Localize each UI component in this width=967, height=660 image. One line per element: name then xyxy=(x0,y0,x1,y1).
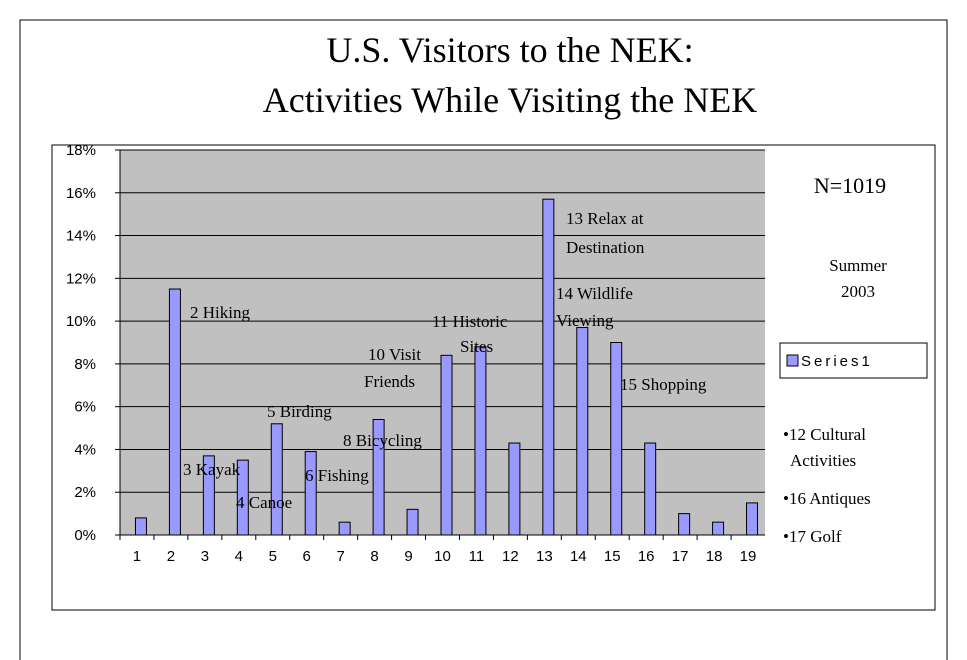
x-tick-label: 8 xyxy=(370,548,378,565)
x-tick-label: 10 xyxy=(434,548,451,565)
side-note: 2003 xyxy=(841,282,875,301)
y-tick-label: 14% xyxy=(66,228,96,245)
x-tick-label: 14 xyxy=(570,548,587,565)
bar xyxy=(440,354,453,536)
bar-annotation: 3 Kayak xyxy=(183,460,241,479)
x-tick-label: 11 xyxy=(469,548,485,565)
bar-annotation: Friends xyxy=(364,372,415,391)
bar xyxy=(474,346,487,536)
side-note: •17 Golf xyxy=(783,527,842,546)
y-tick-label: 4% xyxy=(74,441,96,458)
x-tick-label: 13 xyxy=(536,548,553,565)
legend-label: Series1 xyxy=(801,353,873,370)
x-tick-label: 12 xyxy=(502,548,519,565)
x-tick-label: 19 xyxy=(740,548,757,565)
x-tick-label: 17 xyxy=(672,548,689,565)
side-note: Summer xyxy=(829,256,887,275)
legend-swatch xyxy=(786,354,799,367)
x-tick-label: 9 xyxy=(404,548,412,565)
bar xyxy=(746,502,759,536)
x-tick-label: 4 xyxy=(235,548,243,565)
bar xyxy=(134,517,147,536)
y-tick-label: 16% xyxy=(66,185,96,202)
bar-annotation: 8 Bicycling xyxy=(343,431,422,450)
bar xyxy=(542,198,555,536)
x-tick-label: 18 xyxy=(706,548,723,565)
y-tick-label: 10% xyxy=(66,313,96,330)
bar-annotation: Viewing xyxy=(556,311,614,330)
x-tick-label: 6 xyxy=(303,548,311,565)
bar xyxy=(304,451,317,536)
bar-annotation: 14 Wildlife xyxy=(556,284,633,303)
bar xyxy=(338,521,351,536)
side-note: •12 Cultural xyxy=(783,425,866,444)
bar xyxy=(712,521,725,536)
chart-title: U.S. Visitors to the NEK: xyxy=(326,30,693,70)
bar-annotation: 4 Canoe xyxy=(236,493,292,512)
side-note: Activities xyxy=(790,451,856,470)
bar xyxy=(576,327,589,536)
bar-annotation: 11 Historic xyxy=(432,312,508,331)
x-tick-label: 5 xyxy=(269,548,277,565)
bar xyxy=(406,508,419,536)
bar-annotation: 6 Fishing xyxy=(305,466,369,485)
side-note: N=1019 xyxy=(814,173,886,198)
y-tick-label: 12% xyxy=(66,270,96,287)
bar xyxy=(678,513,691,536)
bar xyxy=(508,442,521,536)
bar-annotation: 10 Visit xyxy=(368,345,421,364)
x-tick-label: 2 xyxy=(167,548,175,565)
bar xyxy=(644,442,657,536)
y-tick-label: 6% xyxy=(74,399,96,416)
bar xyxy=(610,342,623,536)
x-tick-label: 1 xyxy=(133,548,141,565)
y-tick-label: 0% xyxy=(74,527,96,544)
y-tick-label: 8% xyxy=(74,356,96,373)
bar-annotation: Destination xyxy=(566,238,645,257)
legend-box xyxy=(779,342,928,379)
bar xyxy=(270,423,283,536)
bar-annotation: 2 Hiking xyxy=(190,303,250,322)
x-tick-label: 7 xyxy=(336,548,344,565)
y-tick-label: 2% xyxy=(74,484,96,501)
bar-annotation: 15 Shopping xyxy=(620,375,707,394)
x-tick-label: 15 xyxy=(604,548,621,565)
x-tick-label: 3 xyxy=(201,548,209,565)
side-note: •16 Antiques xyxy=(783,489,871,508)
x-tick-label: 16 xyxy=(638,548,655,565)
chart-title: Activities While Visiting the NEK xyxy=(263,80,757,120)
bar-annotation: 5 Birding xyxy=(267,402,332,421)
bar-annotation: 13 Relax at xyxy=(566,209,644,228)
bar-annotation: Sites xyxy=(460,337,493,356)
y-tick-label: 18% xyxy=(66,142,96,159)
bar xyxy=(168,288,181,536)
